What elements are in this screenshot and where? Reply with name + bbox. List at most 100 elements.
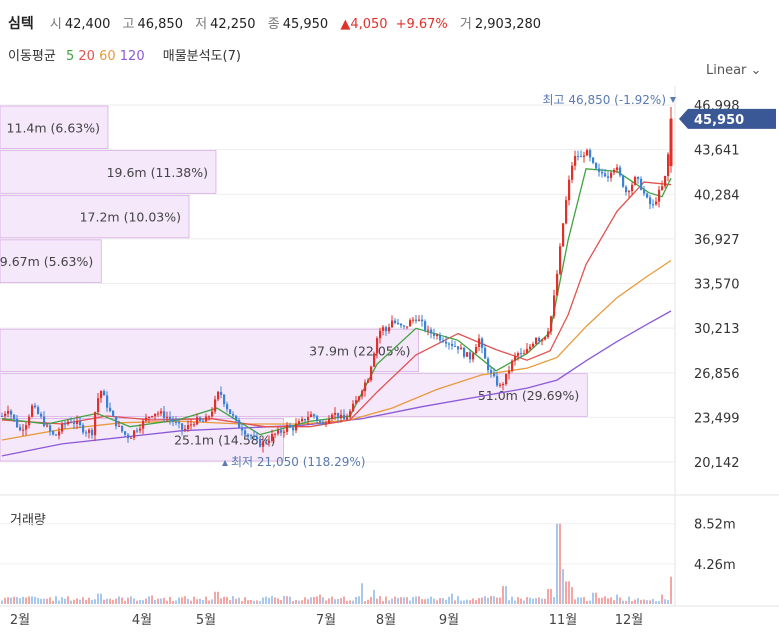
moving-average-legend[interactable]: 이동평균 5 20 60 120 매물분석도(7) (8, 45, 241, 64)
volume-bar (349, 600, 351, 604)
volume-bar (208, 600, 210, 604)
volume-bar (367, 599, 369, 604)
volume-bar (139, 600, 141, 604)
candle-body (472, 353, 475, 360)
volume-bar (262, 597, 264, 604)
candle-body (226, 404, 229, 410)
ma20-label: 20 (78, 49, 95, 64)
price-tick-label: 33,570 (694, 278, 740, 293)
candle-body (217, 391, 220, 400)
candle-body (250, 435, 253, 437)
price-tick-label: 43,641 (694, 144, 740, 159)
scale-dropdown[interactable]: Linear ⌄ (706, 63, 761, 78)
candle-body (556, 273, 559, 296)
volume-bar (304, 597, 306, 604)
candle-body (349, 411, 352, 418)
candle-body (292, 427, 295, 431)
volume-bar (178, 597, 180, 604)
candle-body (502, 384, 505, 386)
candle-body (307, 417, 310, 421)
price-tick-label: 36,927 (694, 233, 740, 248)
volume-bar (307, 599, 309, 604)
month-label: 2월 (10, 613, 30, 628)
candle-body (370, 366, 373, 381)
candle-body (478, 338, 481, 347)
volume-bar (121, 597, 123, 604)
candle-body (280, 430, 283, 433)
candle-body (358, 396, 361, 401)
candle-body (22, 429, 25, 431)
candle-body (574, 156, 577, 166)
candle-body (373, 353, 376, 367)
candle-body (586, 150, 589, 156)
candle-body (85, 432, 88, 434)
candle-body (394, 320, 397, 324)
candle-body (601, 171, 604, 174)
candle-body (172, 419, 175, 422)
high-marker-label: 최고 46,850 (-1.92%) (542, 93, 666, 107)
candle-body (463, 347, 466, 357)
volume-bar (85, 599, 87, 604)
volume-bar (385, 596, 387, 604)
change-pct: +9.67% (395, 17, 448, 32)
candle-body (655, 201, 658, 205)
open-value: 42,400 (64, 17, 111, 32)
candle-body (238, 420, 241, 429)
volume-bar (511, 596, 513, 604)
candle-body (97, 398, 100, 412)
candle-body (508, 370, 511, 374)
candle-body (553, 295, 556, 317)
volume-bar (10, 597, 12, 604)
candle-body (340, 414, 343, 419)
stock-name: 심텍 (8, 16, 34, 32)
candle-body (220, 391, 223, 395)
volume-profile-bar (0, 328, 419, 373)
volume-bar (322, 597, 324, 604)
volume-profile-bar (0, 239, 102, 283)
volume-bar (520, 598, 522, 604)
candle-body (454, 345, 457, 347)
candle-body (622, 175, 625, 187)
volume-bar (271, 596, 273, 604)
month-label: 4월 (132, 613, 152, 628)
volume-bar (175, 600, 177, 604)
volume-label: 거 (459, 17, 472, 32)
candle-body (223, 394, 226, 405)
volume-bar (604, 596, 606, 604)
volume-bar (544, 598, 546, 604)
candle-body (244, 430, 247, 435)
volume-bar (232, 596, 234, 604)
volume-bar (658, 600, 660, 604)
volume-bar (7, 597, 9, 604)
candle-body (145, 417, 148, 421)
candle-body (505, 373, 508, 385)
volume-bar (445, 599, 447, 604)
candle-body (535, 337, 538, 344)
volume-bar (574, 599, 576, 604)
volume-bar (238, 597, 240, 604)
candle-body (580, 156, 583, 158)
candle-body (613, 169, 616, 173)
volume-profile-bar (0, 105, 109, 149)
volume-bar (628, 596, 630, 604)
volume-bar (106, 598, 108, 604)
volume-bar (148, 596, 150, 604)
candle-body (142, 420, 145, 429)
candle-body (229, 409, 232, 415)
volume-profile-bar (0, 194, 190, 239)
volume-bar (19, 598, 21, 604)
volume-profile-label[interactable]: 매물분석도(7) (162, 49, 241, 64)
volume-bar (586, 600, 588, 604)
volume-bar (43, 598, 45, 604)
volume-bar (559, 523, 561, 604)
volume-bar (502, 586, 504, 604)
volume-bar (130, 596, 132, 604)
volume-bar (295, 599, 297, 604)
month-label: 12월 (615, 613, 644, 628)
volume-bar (412, 597, 414, 604)
volume-bar (163, 597, 165, 604)
volume-bar (352, 600, 354, 604)
month-label: 9월 (439, 613, 459, 628)
volume-bar (475, 600, 477, 604)
